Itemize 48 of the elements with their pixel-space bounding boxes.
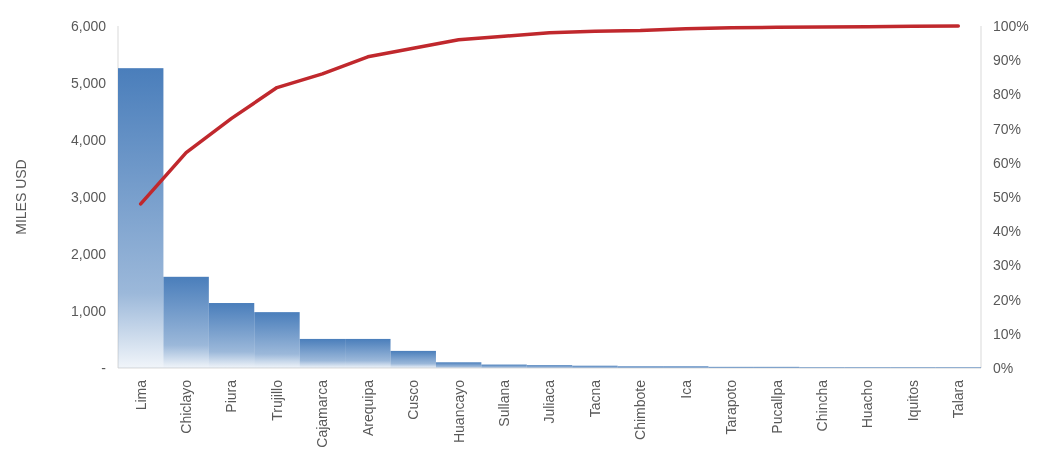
y2-tick-label: 60%: [993, 154, 1022, 171]
x-tick-label: Chiclayo: [178, 379, 195, 434]
bar: [118, 68, 164, 368]
x-tick-label: Ica: [677, 379, 694, 399]
y-tick-label: 4,000: [70, 131, 107, 148]
y-tick-label: 6,000: [70, 17, 107, 34]
y2-tick-label: 70%: [993, 120, 1022, 137]
x-tick-label: Huacho: [859, 379, 876, 429]
x-tick-label: Pucallpa: [768, 379, 785, 434]
bar: [526, 365, 573, 368]
line-series: [138, 24, 961, 206]
y-axis-title: MILES USD: [13, 159, 29, 235]
y2-tick-label: 20%: [993, 291, 1022, 308]
x-tick-label: Chimbote: [632, 379, 649, 440]
y-tick-label: 5,000: [70, 74, 107, 91]
x-tick-label: Tacna: [586, 379, 603, 418]
y2-tick-label: 100%: [993, 17, 1029, 34]
x-tick-label: Lima: [132, 379, 149, 411]
bar: [345, 338, 391, 368]
bar: [163, 276, 209, 368]
y-tick-label: 1,000: [70, 302, 107, 319]
y2-tick-label: 80%: [993, 86, 1022, 103]
x-tick-label: Talara: [950, 379, 967, 419]
y2-tick-label: 50%: [993, 188, 1022, 205]
y2-tick-label: 90%: [993, 52, 1022, 69]
x-tick-label: Cajamarca: [314, 379, 331, 448]
x-tick-label: Tarapoto: [723, 379, 740, 435]
x-tick-label: Piura: [223, 379, 240, 413]
x-tick-label: Chincha: [813, 379, 830, 432]
x-tick-label: Huancayo: [450, 379, 467, 444]
y-tick-label: -: [101, 359, 107, 376]
bar: [254, 312, 300, 368]
x-tick-label: Cusco: [405, 379, 422, 420]
x-tick-label: Juliaca: [541, 379, 558, 424]
x-tick-label: Sullana: [495, 379, 512, 427]
bar: [299, 338, 346, 368]
y-tick-label: 3,000: [70, 188, 107, 205]
bar: [435, 362, 482, 368]
y2-tick-label: 10%: [993, 325, 1022, 342]
x-tick-label: Trujillo: [268, 379, 285, 421]
y2-tick-label: 30%: [993, 257, 1022, 274]
bar: [208, 303, 255, 368]
x-tick-label: Iquitos: [904, 380, 921, 422]
y2-tick-label: 40%: [993, 223, 1022, 240]
x-tick-label: Arequipa: [359, 379, 376, 437]
y-tick-label: 2,000: [70, 245, 107, 262]
bar: [390, 350, 436, 368]
y2-tick-label: 0%: [993, 359, 1014, 376]
